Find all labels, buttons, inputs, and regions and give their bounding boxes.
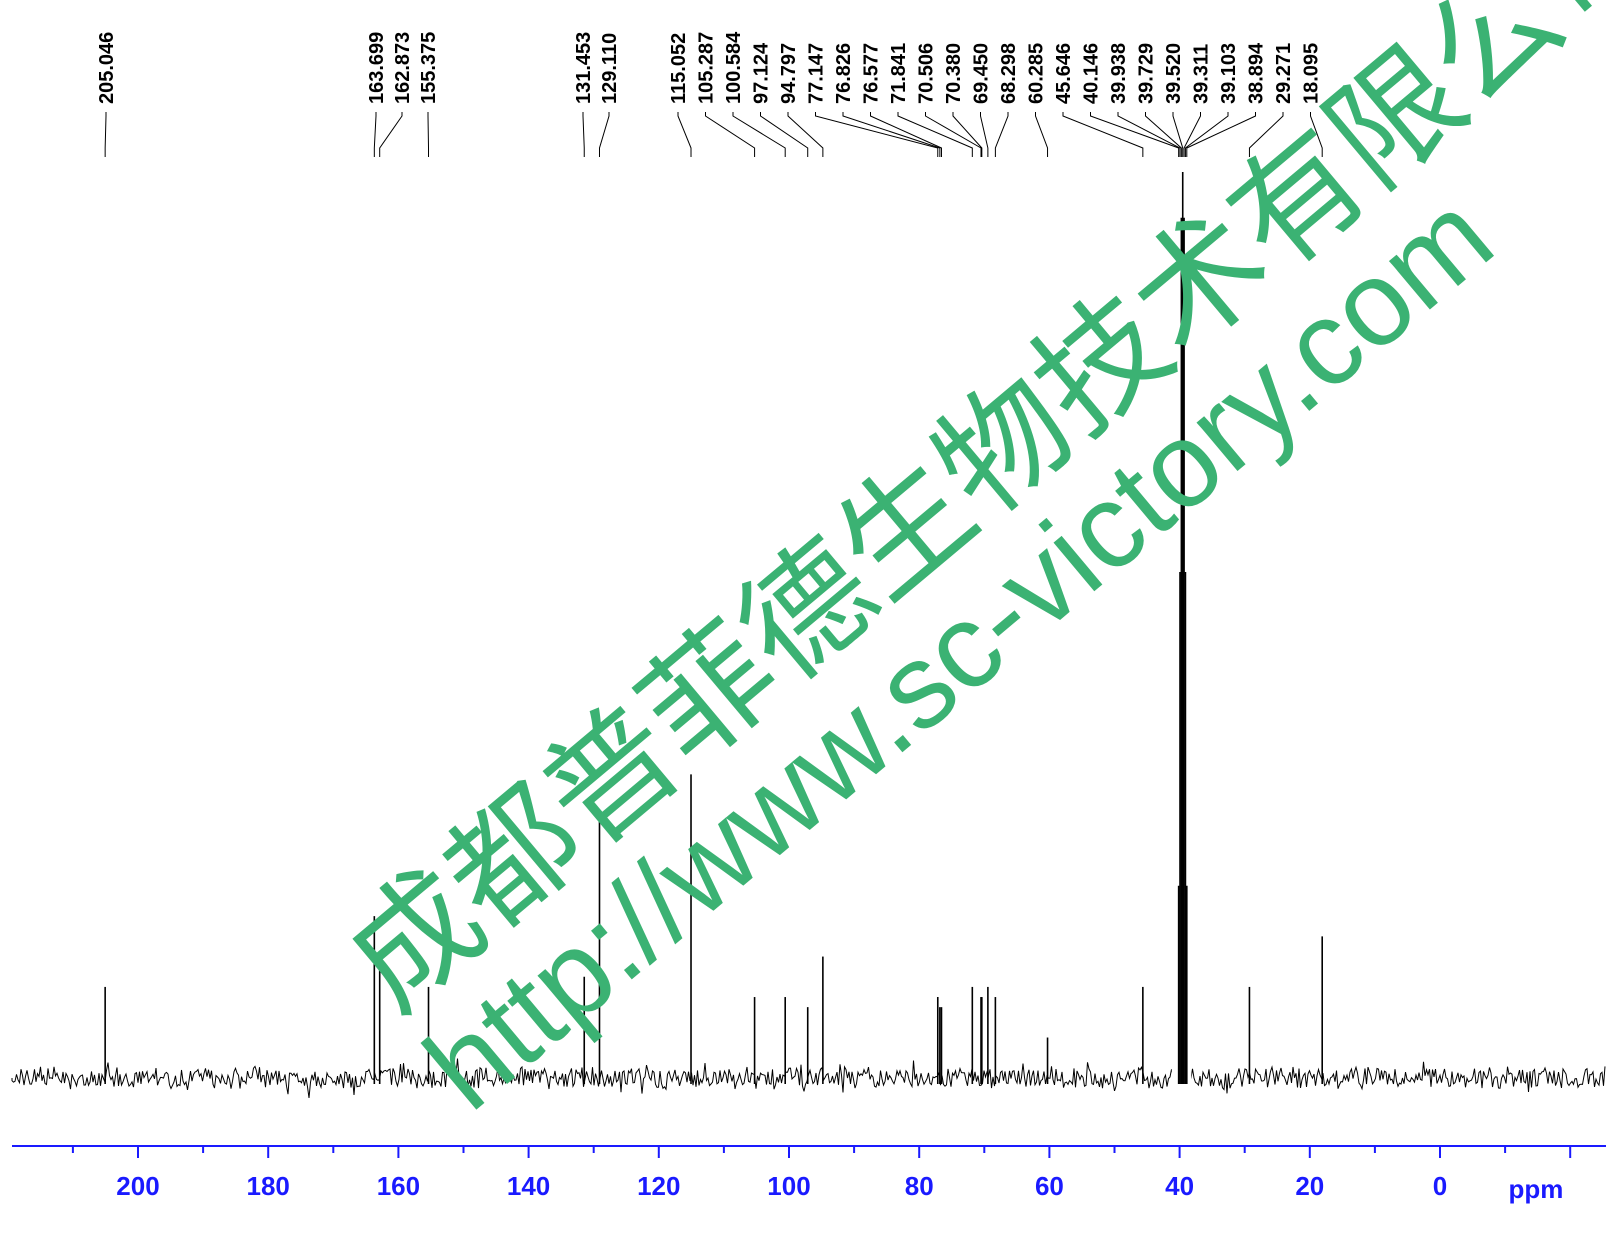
- spectrum-layer: [11, 172, 1606, 1108]
- x-tick-label-8: 40: [1165, 1171, 1194, 1201]
- peak-label-28: 29.271: [1273, 43, 1295, 104]
- peak-label-12: 76.826: [833, 43, 855, 104]
- peak-leader-24: [1172, 112, 1184, 157]
- peak-leader-23: [1145, 112, 1182, 157]
- x-axis-unit-label: ppm: [1509, 1174, 1564, 1204]
- peak-leader-25: [1183, 112, 1201, 157]
- peak-leader-14: [897, 112, 973, 157]
- peak-label-25: 39.311: [1191, 44, 1213, 104]
- x-tick-label-4: 120: [637, 1171, 680, 1201]
- peak-leader-2: [379, 112, 403, 157]
- peak-label-11: 77.147: [806, 43, 828, 104]
- x-tick-label-9: 20: [1295, 1171, 1324, 1201]
- peak-label-14: 71.841: [888, 43, 910, 104]
- peak-label-20: 45.646: [1053, 43, 1075, 104]
- peak-label-9: 97.124: [751, 42, 773, 104]
- peak-label-4: 131.453: [573, 32, 595, 104]
- peak-leader-28: [1248, 112, 1284, 157]
- peak-label-13: 76.577: [861, 43, 883, 104]
- peak-leader-15: [925, 112, 982, 157]
- peak-label-8: 100.584: [723, 31, 745, 104]
- peak-leader-5: [598, 112, 610, 157]
- peak-label-10: 94.797: [778, 43, 800, 104]
- peak-leader-17: [980, 112, 989, 157]
- peak-label-7: 105.287: [696, 32, 718, 104]
- x-tick-label-1: 180: [247, 1171, 290, 1201]
- peak-label-1: 163.699: [366, 32, 388, 104]
- peak-label-0: 205.046: [96, 32, 118, 104]
- peak-leader-10: [787, 112, 824, 157]
- peak-label-27: 38.894: [1246, 42, 1268, 104]
- peak-leader-27: [1186, 112, 1256, 157]
- peak-leader-13: [870, 112, 942, 157]
- peak-label-24: 39.520: [1163, 43, 1185, 104]
- peak-leader-3: [427, 112, 430, 157]
- x-tick-label-7: 60: [1035, 1171, 1064, 1201]
- peak-label-2: 162.873: [392, 32, 414, 104]
- peak-label-16: 70.380: [943, 43, 965, 104]
- peak-label-layer: 205.046 163.699 162.873 155.375 131.453 129.1…: [96, 31, 1323, 157]
- peak-leader-22: [1117, 112, 1181, 157]
- x-tick-label-0: 200: [116, 1171, 159, 1201]
- peak-label-26: 39.103: [1218, 43, 1240, 104]
- peak-leader-9: [760, 112, 809, 157]
- peak-leader-0: [104, 112, 107, 157]
- peak-label-18: 68.298: [998, 43, 1020, 104]
- peak-label-17: 69.450: [971, 43, 993, 104]
- peak-label-3: 155.375: [418, 32, 440, 104]
- peak-leader-8: [732, 112, 786, 157]
- x-tick-label-10: 0: [1433, 1171, 1447, 1201]
- x-tick-label-2: 160: [377, 1171, 420, 1201]
- peak-leader-19: [1035, 112, 1049, 157]
- x-tick-label-3: 140: [507, 1171, 550, 1201]
- peak-label-23: 39.729: [1136, 43, 1158, 104]
- peak-label-21: 40.146: [1081, 43, 1103, 104]
- peak-leader-26: [1184, 112, 1229, 157]
- peak-leader-4: [582, 112, 585, 157]
- peak-leader-29: [1310, 112, 1323, 157]
- peak-leader-18: [994, 112, 1009, 157]
- x-tick-label-6: 80: [905, 1171, 934, 1201]
- peak-label-22: 39.938: [1108, 43, 1130, 104]
- peak-leader-16: [952, 112, 983, 157]
- peak-leader-21: [1090, 112, 1180, 157]
- peak-label-19: 60.285: [1026, 43, 1048, 104]
- peak-leader-20: [1062, 112, 1144, 157]
- ppm-axis: 200 180 160 140 120 100 80 60 40 20 0 ppm: [12, 1145, 1606, 1204]
- x-tick-label-5: 100: [767, 1171, 810, 1201]
- peak-leader-1: [373, 112, 377, 157]
- peak-label-5: 129.110: [599, 33, 621, 104]
- peak-leader-11: [815, 112, 939, 157]
- peak-label-29: 18.095: [1301, 43, 1323, 104]
- peak-leader-7: [705, 112, 756, 157]
- peak-label-6: 115.052: [668, 33, 690, 104]
- peak-label-15: 70.506: [916, 43, 938, 104]
- peak-leader-6: [677, 112, 692, 157]
- peak-leader-12: [842, 112, 941, 157]
